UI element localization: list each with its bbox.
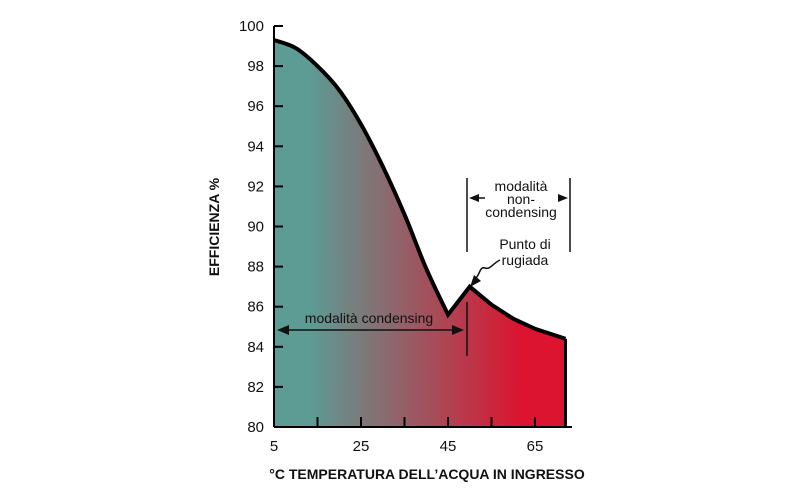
axis-layer	[273, 25, 572, 428]
dewpoint-pointer	[475, 259, 501, 279]
condensing-label: modalità condensing	[305, 310, 433, 326]
y-tick-label: 86	[247, 299, 264, 316]
x-tick-label: 45	[440, 438, 457, 455]
x-axis-title: °C TEMPERATURA DELL’ACQUA IN INGRESSO	[269, 466, 585, 482]
annotations: modalità condensing modalitànon-condensin…	[277, 178, 571, 356]
arrowhead-left	[469, 194, 479, 202]
efficiency-line	[273, 38, 567, 341]
dewpoint-arrowhead	[470, 275, 481, 287]
y-tick-label: 94	[247, 138, 264, 155]
area-layer	[273, 38, 567, 427]
y-tick-label: 84	[247, 339, 264, 356]
y-tick-label: 88	[247, 259, 264, 276]
y-tick-label: 90	[247, 219, 264, 236]
x-tick-label: 5	[270, 438, 278, 455]
y-tick-label: 80	[247, 419, 264, 436]
noncondensing-label: non-	[507, 191, 535, 207]
y-tick-label: 100	[239, 18, 264, 35]
x-tick-label: 25	[353, 438, 370, 455]
y-axis-title: EFFICIENZA %	[206, 177, 222, 276]
noncondensing-label: modalità	[495, 178, 548, 194]
dewpoint-label: Punto di	[499, 236, 550, 252]
y-tick-label: 96	[247, 98, 264, 115]
x-tick-label: 65	[527, 438, 544, 455]
tick-labels: 80 82 84 86 88 90 92 94 96 98 100 5 25 45 65	[239, 18, 543, 455]
y-tick-label: 82	[247, 379, 264, 396]
dewpoint-label: rugiada	[502, 252, 549, 268]
noncondensing-label: condensing	[485, 204, 557, 220]
y-tick-label: 98	[247, 58, 264, 75]
area-fill	[274, 40, 566, 427]
y-tick-label: 92	[247, 178, 264, 195]
arrowhead-right	[558, 194, 568, 202]
arrowhead-left	[277, 325, 289, 335]
arrowhead-right	[452, 325, 464, 335]
